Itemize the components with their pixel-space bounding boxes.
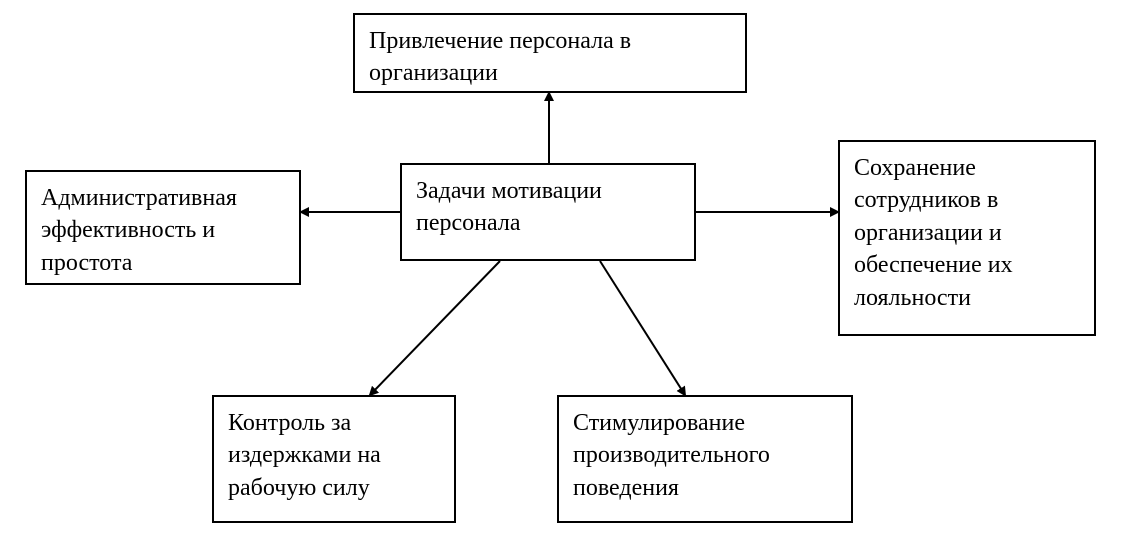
node-bottom-right-label: Стимулирование производительного поведен… [573, 407, 837, 504]
node-left: Административная эффективность и простот… [25, 170, 301, 285]
diagram-canvas: Задачи мотивации персонала Привлечение п… [0, 0, 1140, 553]
node-center-label: Задачи мотивации персонала [416, 175, 680, 240]
edge-center-to-bottomLeft [370, 261, 500, 395]
node-top-label: Привлечение персонала в организации [369, 25, 731, 90]
node-top: Привлечение персонала в организации [353, 13, 747, 93]
node-right: Сохранение сотрудников в организации и о… [838, 140, 1096, 336]
node-left-label: Административная эффективность и простот… [41, 182, 285, 279]
node-right-label: Сохранение сотрудников в организации и о… [854, 152, 1080, 314]
node-bottom-right: Стимулирование производительного поведен… [557, 395, 853, 523]
node-center: Задачи мотивации персонала [400, 163, 696, 261]
node-bottom-left: Контроль за издержками на рабочую силу [212, 395, 456, 523]
node-bottom-left-label: Контроль за издержками на рабочую силу [228, 407, 440, 504]
edge-center-to-bottomRight [600, 261, 685, 395]
